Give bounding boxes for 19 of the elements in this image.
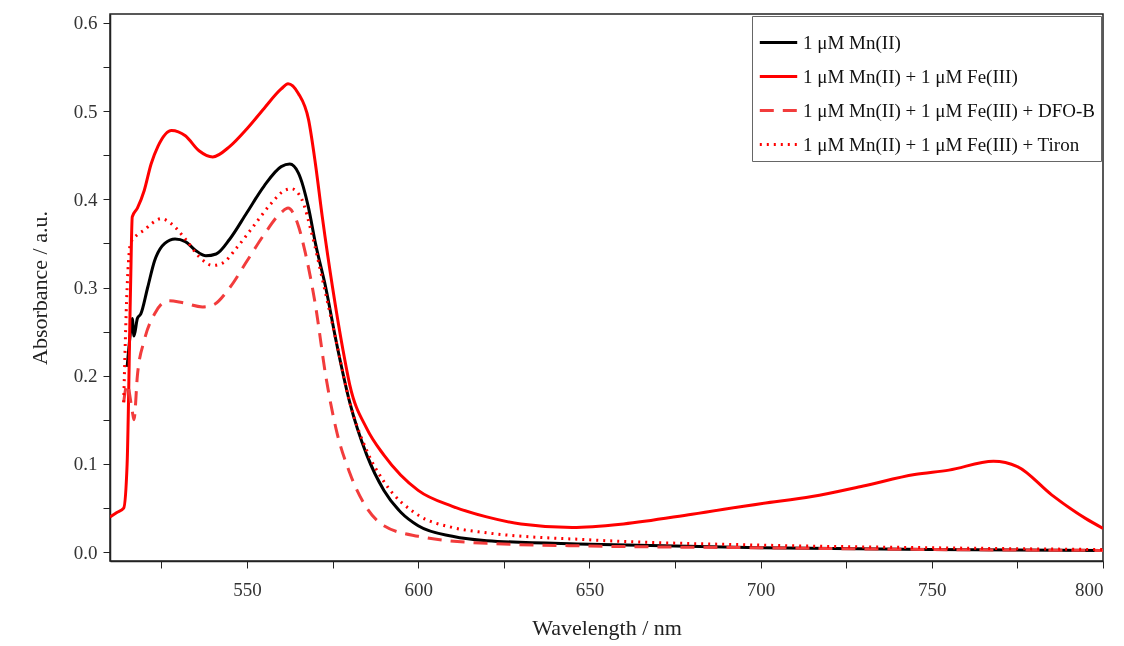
x-tick-label: 550 — [233, 578, 262, 600]
x-tick-label: 800 — [1075, 578, 1104, 600]
legend-label: 1 μM Mn(II) + 1 μM Fe(III) — [803, 65, 1018, 88]
x-axis-title: Wavelength / nm — [532, 614, 682, 640]
y-axis-title: Absorbance / a.u. — [26, 211, 52, 365]
y-tick-label: 0.3 — [73, 277, 98, 298]
y-tick-label: 0.6 — [73, 12, 98, 34]
legend-label: 1 μM Mn(II) — [803, 31, 901, 54]
x-tick-label: 650 — [575, 578, 605, 600]
y-tick-label: 0.4 — [73, 188, 98, 210]
legend-label: 1 μM Mn(II) + 1 μM Fe(III) + Tiron — [803, 133, 1080, 156]
x-tick-label: 750 — [918, 578, 947, 600]
legend-label: 1 μM Mn(II) + 1 μM Fe(III) + DFO-B — [803, 99, 1095, 122]
y-tick-label: 0.1 — [73, 453, 98, 475]
x-tick-label: 700 — [746, 578, 776, 600]
y-tick-label: 0.2 — [73, 365, 98, 387]
y-tick-label: 0.5 — [73, 100, 98, 122]
y-tick-label: 0.0 — [73, 541, 98, 563]
x-tick-label: 600 — [404, 578, 433, 600]
